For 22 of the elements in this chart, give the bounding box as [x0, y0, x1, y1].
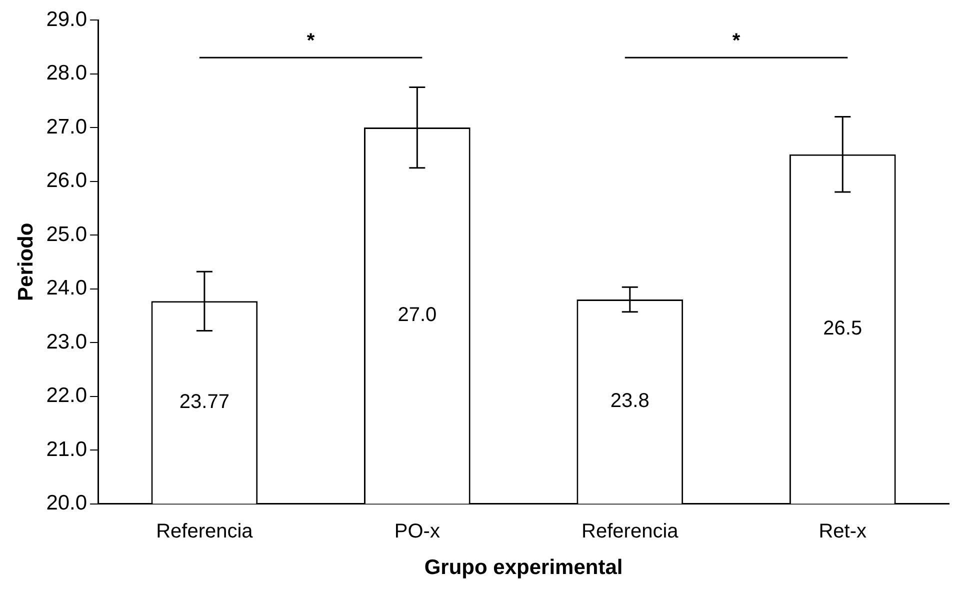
data-label: 23.8 — [610, 390, 650, 412]
y-tick-label: 22.0 — [46, 384, 88, 408]
data-label: 26.5 — [823, 318, 862, 340]
y-tick-label: 24.0 — [46, 276, 88, 300]
y-tick-label: 26.0 — [46, 169, 88, 192]
y-tick-label: 28.0 — [46, 62, 88, 85]
x-axis-title: Grupo experimental — [424, 556, 623, 580]
data-label: 23.77 — [179, 390, 230, 413]
x-tick-label: Ret-x — [818, 520, 867, 542]
data-label: 27.0 — [398, 304, 437, 326]
y-tick-label: 23.0 — [46, 330, 88, 354]
y-tick-label: 25.0 — [46, 222, 88, 246]
y-tick-label: 20.0 — [46, 492, 88, 515]
annotation: * — [306, 30, 315, 52]
x-tick-label: Referencia — [156, 520, 254, 542]
annotation: * — [732, 30, 740, 52]
x-tick-label: PO-x — [394, 520, 440, 542]
y-tick-label: 27.0 — [46, 115, 88, 138]
y-tick-label: 21.0 — [46, 438, 88, 461]
y-axis-title: Periodo — [14, 222, 38, 301]
y-tick-label: 29.0 — [46, 8, 88, 31]
x-tick-label: Referencia — [582, 520, 680, 542]
